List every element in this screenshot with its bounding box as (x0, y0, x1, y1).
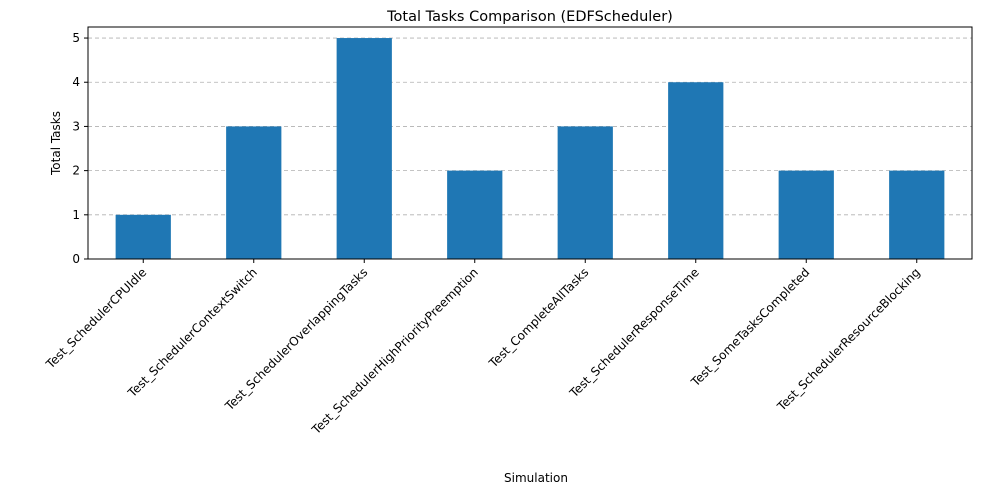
bar-7 (889, 170, 945, 259)
bar-2 (336, 38, 392, 259)
chart-title: Total Tasks Comparison (EDFScheduler) (386, 9, 673, 25)
bar-0 (115, 214, 171, 259)
y-tick-label-2: 2 (72, 164, 80, 178)
x-tick-label-6: Test_SomeTasksCompleted (688, 265, 813, 390)
x-tick-label-5: Test_SchedulerResponseTime (566, 265, 702, 401)
x-tick-label-0: Test_SchedulerCPUIdle (43, 265, 150, 372)
plot-frame (87, 26, 973, 260)
x-tick-label-1: Test_SchedulerContextSwitch (125, 265, 260, 400)
x-axis-label: Simulation (504, 471, 568, 485)
bar-1 (226, 126, 282, 259)
bar-6 (778, 170, 834, 259)
y-axis-label: Total Tasks (49, 111, 63, 176)
bar-3 (447, 170, 503, 259)
x-axis-ticks: Test_SchedulerCPUIdleTest_SchedulerConte… (43, 259, 923, 438)
bar-5 (668, 82, 724, 259)
y-tick-label-5: 5 (72, 31, 80, 45)
y-tick-label-1: 1 (72, 208, 80, 222)
bar-4 (557, 126, 613, 259)
y-axis-ticks: 0 1 2 3 4 5 (72, 31, 88, 266)
y-tick-label-4: 4 (72, 75, 80, 89)
y-tick-label-0: 0 (72, 252, 80, 266)
gridlines (88, 37, 972, 216)
bars (115, 38, 945, 259)
y-tick-label-3: 3 (72, 119, 80, 133)
x-tick-label-4: Test_CompleteAllTasks (486, 265, 592, 371)
